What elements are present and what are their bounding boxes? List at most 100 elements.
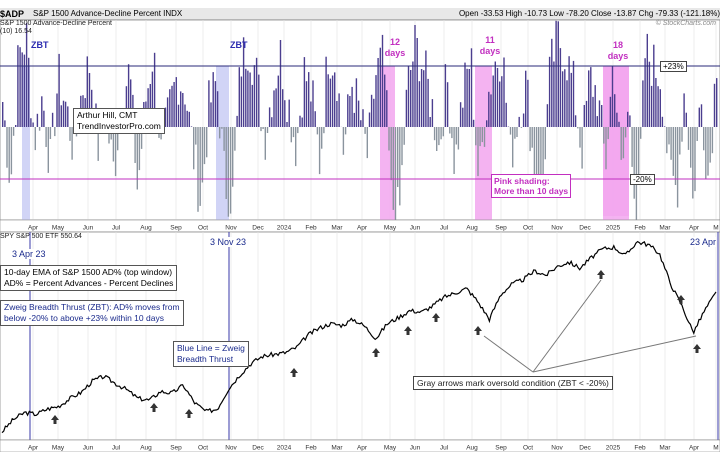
top-tick-label: Dec [579, 225, 591, 232]
adp-bar [446, 82, 449, 127]
adp-bar [440, 127, 442, 140]
adp-bar [583, 105, 585, 127]
adp-bar [64, 101, 67, 127]
bottom-tick-label: 2025 [606, 445, 621, 452]
adp-bar [672, 127, 674, 176]
adp-bar [266, 127, 269, 133]
adp-bar [262, 127, 264, 129]
adp-bar [277, 75, 279, 127]
adp-bar [360, 120, 362, 127]
adp-bar [69, 127, 71, 141]
adp-bar [125, 86, 128, 127]
top-tick-label: 2024 [277, 225, 292, 232]
adp-bar [709, 127, 711, 163]
adp-bar [570, 72, 572, 127]
adp-bar [707, 127, 709, 176]
adp-bar [297, 127, 299, 134]
adp-bar [171, 85, 173, 127]
adp-bar [21, 52, 23, 127]
adp-bar [659, 89, 661, 127]
adp-bar [650, 85, 653, 127]
adp-bar [676, 127, 679, 208]
adp-bar [117, 127, 119, 151]
adp-bar [368, 112, 371, 127]
adp-bar [149, 84, 151, 127]
adp-bar [238, 67, 240, 127]
adp-bar [414, 25, 416, 127]
bottom-tick-label: Feb [634, 445, 646, 452]
adp-bar [681, 127, 683, 142]
bottom-tick-label: Sep [170, 445, 182, 452]
top-tick-label: May [52, 225, 65, 232]
adp-bar [188, 111, 190, 127]
blue-line-note: Blue Line = Zweig Breadth Thrust [173, 341, 249, 367]
adp-bar [175, 77, 177, 127]
adp-bar [588, 70, 590, 127]
bottom-axis-ticks: Apr May Jun Jul Aug Sep Oct Nov Dec 2024 Feb Mar Apr… [28, 445, 719, 452]
adp-bar [455, 127, 457, 145]
adp-bar [407, 66, 410, 127]
adp-bar [264, 127, 266, 160]
adp-bar [6, 127, 8, 168]
adp-bar [38, 127, 41, 131]
adp-bar [210, 102, 212, 127]
top-tick-label: Nov [225, 225, 237, 232]
adp-bar [535, 127, 538, 187]
adp-bar [603, 127, 605, 144]
adp-bar [4, 120, 6, 127]
adp-bar [475, 127, 477, 146]
adp-bar [147, 88, 149, 127]
adp-bar [668, 127, 670, 145]
adp-bar [698, 107, 700, 127]
oversold-arrow [597, 270, 605, 279]
adp-bar [327, 74, 329, 127]
adp-bar [394, 127, 397, 229]
adp-bar [208, 80, 210, 127]
plus23-label: +23% [660, 61, 687, 72]
adp-bar [490, 94, 492, 127]
adp-bar [540, 127, 542, 175]
adp-bar [438, 127, 440, 146]
adp-bar [418, 81, 421, 127]
adp-bar [344, 127, 347, 135]
symbol-name: S&P 1500 Advance-Decline Percent INDX [33, 9, 183, 18]
chart-header-bar [0, 8, 720, 20]
top-tick-label: Nov [551, 225, 563, 232]
pink-days-2: 11 days [479, 35, 501, 56]
adp-bar [245, 68, 247, 127]
adp-bar [674, 127, 677, 185]
top-tick-label: Aug [466, 225, 478, 232]
pink-days-1: 12 days [384, 37, 406, 58]
oversold-arrow [404, 326, 412, 335]
adp-bar [384, 74, 386, 127]
bottom-tick-label: Dec [252, 445, 264, 452]
adp-bar [377, 58, 379, 127]
adp-bar [232, 127, 234, 187]
adp-bar [514, 127, 516, 139]
adp-bar [51, 112, 54, 127]
adp-bar [518, 116, 520, 127]
adp-bar [496, 68, 499, 127]
adp-bar [542, 127, 544, 178]
top-tick-label: Oct [198, 225, 208, 232]
adp-bar [303, 57, 306, 127]
adp-bar [538, 127, 540, 199]
adp-bar [561, 71, 564, 127]
bottom-tick-label: Aug [466, 445, 478, 452]
adp-bar [553, 61, 555, 127]
date-label-left: 3 Apr 23 [12, 249, 46, 259]
adp-bar [199, 127, 201, 206]
adp-bar [182, 93, 184, 127]
adp-bar [442, 127, 444, 137]
adp-bar [481, 127, 483, 143]
adp-bar [10, 127, 13, 175]
adp-bar [648, 61, 651, 128]
oversold-arrow [185, 409, 193, 418]
adp-bar [240, 76, 243, 127]
adp-bar [370, 94, 373, 127]
oversold-arrow [290, 368, 298, 377]
shade-window [380, 66, 395, 220]
adp-bar [271, 117, 273, 127]
bottom-tick-label: Nov [225, 445, 237, 452]
adp-bar [574, 115, 577, 127]
